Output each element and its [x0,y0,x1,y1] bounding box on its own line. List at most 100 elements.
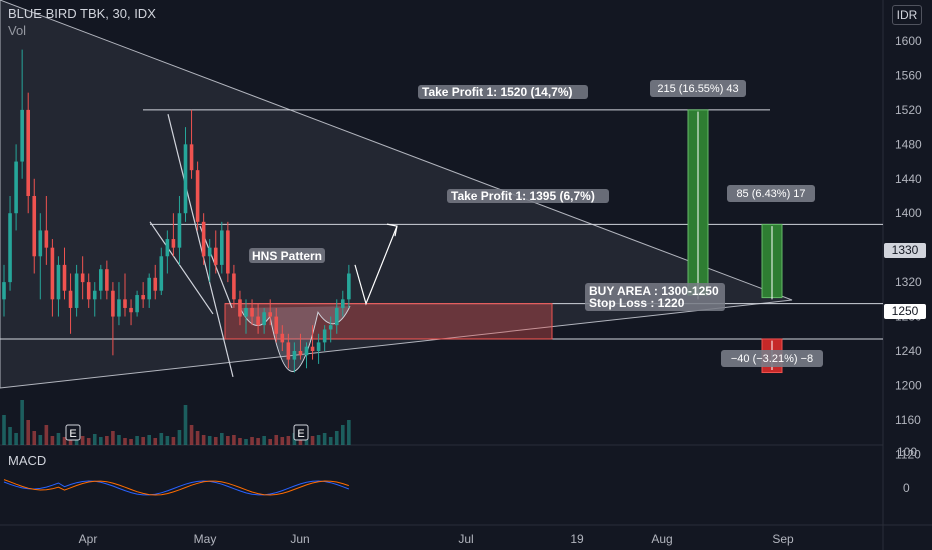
time-tick: Jun [290,532,309,546]
volume-bar [347,420,351,445]
candle-body [20,109,24,162]
projection-arrowhead [386,223,398,237]
price-tick: 1200 [895,378,922,392]
volume-bar [147,435,151,445]
price-tick: 1440 [895,172,922,186]
currency-button[interactable]: IDR [892,5,922,25]
candle-body [310,346,315,351]
candle-body [280,333,285,343]
hns-label: HNS Pattern [252,249,322,263]
label-box [721,350,823,367]
volume-label: Vol [8,23,27,38]
range-badge: −40 (−3.21%) −8 [731,353,813,365]
volume-bar [123,438,127,445]
label-box [249,248,325,263]
channel-line [149,221,214,315]
candle-body [316,342,321,351]
volume-bar [86,438,91,445]
volume-bar [322,433,327,445]
volume-bar [165,436,170,445]
time-tick: 19 [570,532,584,546]
volume-bar [341,425,345,445]
volume-bar [135,436,139,445]
price-tick: 1400 [895,206,922,220]
price-tick: 1160 [895,413,921,427]
price-tick: 1560 [895,68,922,82]
volume-bar [111,431,115,445]
price-tick: 1320 [895,275,922,289]
volume-bar [244,439,248,445]
label-box [447,189,609,203]
volume-bar [256,438,260,445]
earnings-marker [65,424,81,441]
volume-bar [141,437,145,445]
candle-body [32,196,37,257]
candle-body [129,307,133,313]
volume-bar [201,435,206,445]
crosshair-price-label: 1250 [884,304,926,319]
time-tick: Aug [651,532,672,546]
candle-body [74,273,79,308]
buy-area-label: BUY AREA : 1300-1250 [589,284,719,298]
earnings-marker [293,424,309,441]
volume-bar [105,436,109,445]
volume-bar [159,433,164,445]
candle-body [141,295,145,300]
time-tick: Apr [79,532,98,546]
candle-body [328,325,333,330]
volume-bar [304,438,309,445]
candle-body [92,290,97,300]
buy-area-box [224,303,553,340]
candle-body [298,351,303,356]
price-tick: 1480 [895,137,922,151]
candle-body [153,277,158,291]
stop-loss-label: Stop Loss : 1220 [589,296,685,310]
volume-bar [262,436,266,445]
volume-bar [268,439,272,445]
candle-body [334,307,339,326]
volume-bar [280,437,285,445]
candle-body [44,230,49,248]
projection-arrow [354,225,398,306]
earnings-marker-label: E [69,428,76,440]
volume-bar [177,430,182,445]
symbol-title: BLUE BIRD TBK, 30, IDX [8,6,156,21]
price-tick: 1600 [895,34,922,48]
volume-bar [44,425,49,445]
range-badge: 85 (6.43%) 17 [736,188,805,200]
macd-tick: 0 [903,481,910,495]
volume-bar [171,437,176,445]
candle-body [341,299,345,308]
candle-body [250,307,254,317]
volume-bar [92,434,97,445]
candle-body [256,316,260,326]
candle-body [56,264,61,300]
volume-bar [129,439,133,445]
volume-bar [38,435,43,445]
time-tick: Sep [772,532,794,546]
candle-body [80,273,85,283]
macd-tick: 100 [897,445,917,459]
price-tick: 1240 [895,344,922,358]
candle-body [50,247,55,300]
candle-body [165,239,170,257]
candle-body [26,109,30,196]
candle-body [322,329,327,343]
candle-body [304,346,309,356]
candle-body [220,230,224,265]
volume-bar [207,436,212,445]
macd-label: MACD [8,453,47,468]
candle-body [8,213,12,283]
volume-bar [286,436,291,445]
time-tick: Jul [458,532,473,546]
candle-body [232,273,236,300]
volume-bar [99,437,103,445]
candle-body [286,342,291,360]
volume-bar [189,425,194,445]
volume-bar [62,437,67,445]
volume-bar [153,438,158,445]
price-tick: 1120 [895,447,921,461]
candle-body [183,144,188,214]
candle-body [207,247,212,257]
